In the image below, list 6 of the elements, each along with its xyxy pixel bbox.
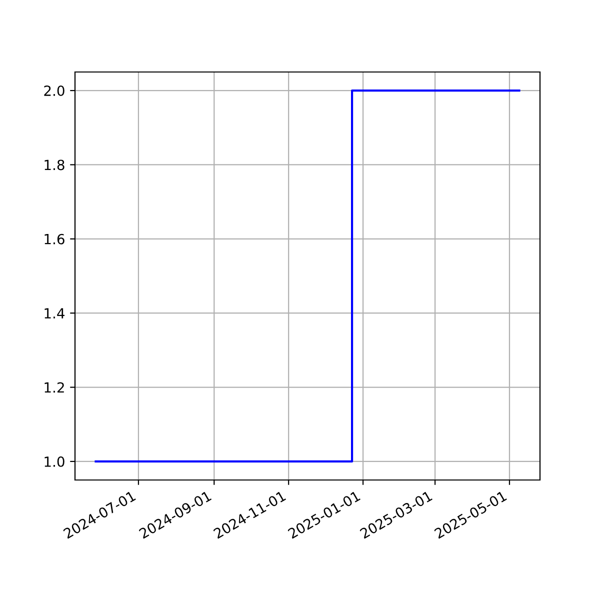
y-tick-label: 1.2 [44, 382, 64, 393]
y-tick-label: 1.6 [44, 234, 64, 244]
y-tick-label: 1.8 [44, 160, 64, 170]
y-tick-label: 1.0 [44, 456, 64, 467]
y-tick-label: 2.0 [44, 86, 64, 96]
y-tick-label: 1.4 [44, 308, 64, 318]
